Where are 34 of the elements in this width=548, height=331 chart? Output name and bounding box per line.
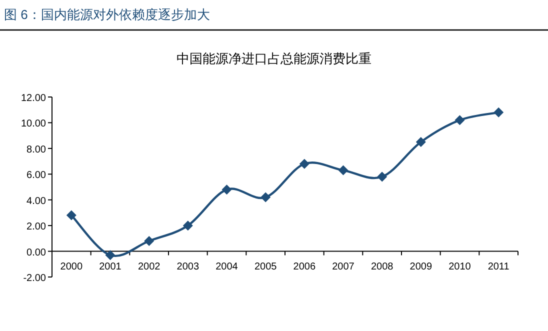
y-tick-label: 8.00 [26,144,46,156]
point [144,236,154,246]
x-tick-label: 2009 [410,261,432,272]
point [182,220,193,231]
x-tick-label: 2005 [254,261,278,272]
y-tick-label: -2.00 [23,273,46,284]
x-tick-label: 2001 [99,261,122,272]
x-tick-label: 2010 [448,261,472,272]
y-tick-label: 2.00 [26,222,46,233]
chart-subtitle: 中国能源净进口占总能源消费比重 [176,51,372,66]
y-tick-label: 10.00 [20,118,46,130]
point [416,137,426,147]
x-tick-label: 2007 [332,261,355,272]
point [222,184,232,195]
x-tick-label: 2002 [138,261,161,272]
point [66,210,76,220]
point [454,115,465,126]
x-tick-label: 2006 [293,261,316,272]
x-tick-label: 2008 [370,261,394,272]
point [260,192,271,202]
point [338,165,348,176]
point [105,250,116,260]
point [494,107,504,118]
x-tick-label: 2011 [488,261,510,272]
y-tick-label: 6.00 [26,170,46,182]
point [299,158,310,169]
chart-title: 图 6：国内能源对外依赖度逐步加大 [4,7,210,22]
y-tick-label: 0.00 [26,247,46,258]
x-tick-label: 2000 [60,261,83,272]
x-tick-label: 2004 [216,261,238,272]
y-tick-label: 12.00 [20,93,46,104]
x-tick-label: 2003 [176,261,200,272]
point [377,172,388,182]
y-tick-label: 4.00 [26,196,46,207]
